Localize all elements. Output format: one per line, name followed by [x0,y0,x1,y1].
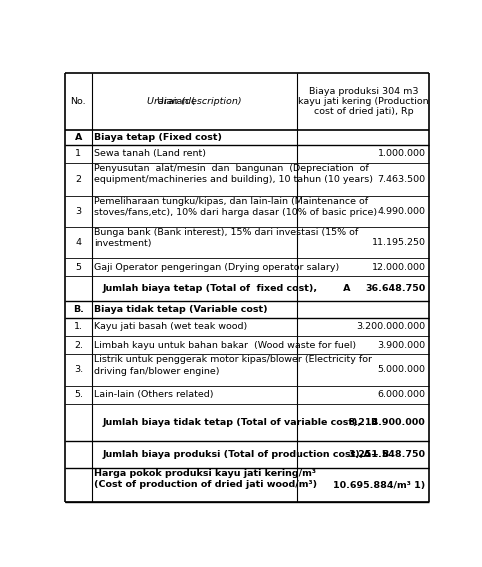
Text: 3.214.900.000: 3.214.900.000 [349,418,426,427]
Text: Uraian (: Uraian ( [157,97,195,106]
Text: 6.000.000: 6.000.000 [377,390,426,399]
Text: Jumlah biaya produksi (Total of production cost),A+ B: Jumlah biaya produksi (Total of producti… [103,450,390,459]
Text: 3.251.548.750: 3.251.548.750 [348,450,426,459]
Text: Biaya tetap (Fixed cost): Biaya tetap (Fixed cost) [94,133,222,142]
Text: 2.: 2. [74,341,83,349]
Text: 10.695.884/m³ 1): 10.695.884/m³ 1) [334,481,426,489]
Text: Jumlah biaya tidak tetap (Total of variable cost),   B: Jumlah biaya tidak tetap (Total of varia… [103,418,378,427]
Text: 1.: 1. [74,322,83,331]
Text: Uraian (​description​): Uraian (​description​) [147,97,242,106]
Text: Sewa tanah (Land rent): Sewa tanah (Land rent) [94,149,206,158]
Text: Penyusutan  alat/mesin  dan  bangunan  (Depreciation  of
equipment/machineries a: Penyusutan alat/mesin dan bangunan (Depr… [94,164,373,184]
Text: Biaya tidak tetap (Variable cost): Biaya tidak tetap (Variable cost) [94,305,268,314]
Text: 5.000.000: 5.000.000 [377,365,426,374]
Text: Biaya produksi 304 m3
kayu jati kering (Production
cost of dried jati), Rp: Biaya produksi 304 m3 kayu jati kering (… [298,87,428,116]
Text: Uraian (description): Uraian (description) [147,97,242,106]
Text: 4.990.000: 4.990.000 [377,207,426,215]
Text: 3.: 3. [74,365,83,374]
Text: Bunga bank (Bank interest), 15% dari investasi (15% of
investment): Bunga bank (Bank interest), 15% dari inv… [94,228,359,248]
Text: Lain-lain (Others related): Lain-lain (Others related) [94,390,214,399]
Text: 7.463.500: 7.463.500 [377,175,426,184]
Text: 3: 3 [75,207,81,215]
Text: B.: B. [73,305,84,314]
Text: Jumlah biaya tetap (Total of  fixed cost),        A: Jumlah biaya tetap (Total of fixed cost)… [103,284,351,293]
Text: 2: 2 [75,175,81,184]
Text: A: A [75,133,82,142]
Text: Kayu jati basah (wet teak wood): Kayu jati basah (wet teak wood) [94,322,247,331]
Text: Limbah kayu untuk bahan bakar  (Wood waste for fuel): Limbah kayu untuk bahan bakar (Wood wast… [94,341,356,349]
Text: 5: 5 [75,263,81,272]
Text: 36.648.750: 36.648.750 [365,284,426,293]
Text: 5.: 5. [74,390,83,399]
Text: 11.195.250: 11.195.250 [372,238,426,247]
Text: Listrik untuk penggerak motor kipas/blower (Electricity for
driving fan/blower e: Listrik untuk penggerak motor kipas/blow… [94,356,372,375]
Text: Uraian (​description​): Uraian (​description​) [147,97,242,106]
Text: Harga pokok produksi kayu jati kering/m³
(Cost of production of dried jati wood/: Harga pokok produksi kayu jati kering/m³… [94,469,317,489]
Text: Gaji Operator pengeringan (Drying operator salary): Gaji Operator pengeringan (Drying operat… [94,263,339,272]
Text: 1.000.000: 1.000.000 [377,149,426,158]
Text: Pemeliharaan tungku/kipas, dan lain-lain (Maintenance of
stoves/fans,etc), 10% d: Pemeliharaan tungku/kipas, dan lain-lain… [94,197,377,217]
Text: 1: 1 [75,149,81,158]
Text: 3.200.000.000: 3.200.000.000 [357,322,426,331]
Text: 12.000.000: 12.000.000 [372,263,426,272]
Text: No.: No. [70,97,86,106]
Text: 3.900.000: 3.900.000 [377,341,426,349]
Text: 4: 4 [75,238,81,247]
